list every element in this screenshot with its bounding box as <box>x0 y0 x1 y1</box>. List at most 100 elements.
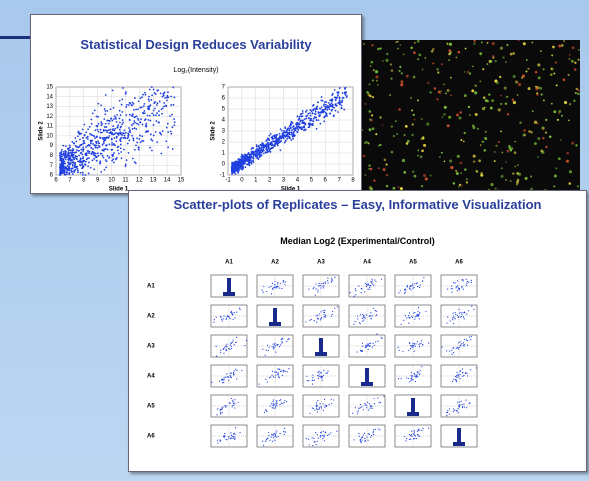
spot <box>384 158 387 161</box>
point <box>327 105 329 107</box>
point <box>242 166 244 168</box>
spot <box>378 167 380 169</box>
point <box>139 135 141 137</box>
mini-point <box>324 407 325 408</box>
mini-point <box>456 380 457 381</box>
x-tick-label: 7 <box>337 178 341 184</box>
mini-point <box>282 338 283 339</box>
spot <box>556 84 558 86</box>
point <box>338 102 340 104</box>
mini-point <box>327 371 328 372</box>
spot <box>472 66 474 68</box>
point <box>149 147 151 149</box>
point <box>81 161 83 163</box>
spot <box>496 82 499 85</box>
point <box>160 134 162 136</box>
point <box>75 141 77 143</box>
mini-point <box>442 346 443 347</box>
y-axis-label: Slide 2 <box>39 121 45 141</box>
point <box>128 134 130 136</box>
mini-point <box>370 285 371 286</box>
spot <box>395 120 397 122</box>
mini-point <box>355 294 356 295</box>
mini-point <box>319 313 320 314</box>
spot <box>413 76 416 79</box>
point <box>266 148 268 150</box>
mini-point <box>414 319 415 320</box>
spot <box>575 144 577 146</box>
point <box>65 153 67 155</box>
spot <box>517 94 519 96</box>
mini-point <box>457 285 458 286</box>
mini-point <box>428 428 429 429</box>
spot <box>371 114 373 116</box>
y-tick-label: 5 <box>222 107 226 113</box>
spot <box>473 155 476 158</box>
mini-point <box>268 432 269 433</box>
mini-point <box>456 381 457 382</box>
x-tick-label: 2 <box>268 178 272 184</box>
mini-point <box>412 379 413 380</box>
point <box>61 155 63 157</box>
mini-point <box>221 316 222 317</box>
point <box>87 145 89 147</box>
mini-point <box>224 405 225 406</box>
point <box>239 166 241 168</box>
mini-point <box>409 342 410 343</box>
mini-point <box>461 314 462 315</box>
mini-point <box>259 383 260 384</box>
point <box>268 138 270 140</box>
point <box>78 150 80 152</box>
mini-point <box>222 320 223 321</box>
mini-point <box>322 435 323 436</box>
spot <box>510 53 513 56</box>
y-tick-label: 8 <box>50 153 54 159</box>
mini-point <box>230 318 231 319</box>
spot <box>551 68 553 70</box>
point <box>172 148 174 150</box>
point <box>315 111 317 113</box>
mini-point <box>413 288 414 289</box>
point <box>132 137 134 139</box>
point <box>268 135 270 137</box>
mini-point <box>366 284 367 285</box>
mini-point <box>455 314 456 315</box>
point <box>80 157 82 159</box>
spot <box>391 125 393 127</box>
mini-point <box>460 316 461 317</box>
point <box>84 134 86 136</box>
point <box>135 144 137 146</box>
mini-point <box>403 320 404 321</box>
point <box>68 168 70 170</box>
point <box>61 169 63 171</box>
mini-point <box>225 439 226 440</box>
spot <box>413 51 416 54</box>
point <box>338 91 340 93</box>
mini-point <box>461 316 462 317</box>
mini-point <box>226 405 227 406</box>
spot <box>364 174 366 176</box>
point <box>73 143 75 145</box>
point <box>239 162 241 164</box>
mini-point <box>372 346 373 347</box>
point <box>93 158 95 160</box>
mini-point <box>457 315 458 316</box>
spot <box>530 176 532 178</box>
mini-point <box>377 340 378 341</box>
x-tick-label: 6 <box>54 178 58 184</box>
mini-point <box>317 434 318 435</box>
point <box>237 172 239 174</box>
spot <box>439 92 441 94</box>
mini-point <box>324 312 325 313</box>
spot <box>460 172 462 174</box>
point <box>106 137 108 139</box>
top-panel: Statistical Design Reduces Variability L… <box>30 14 362 194</box>
spot <box>490 107 493 110</box>
spot <box>525 177 528 180</box>
spot <box>417 149 419 151</box>
mini-point <box>453 348 454 349</box>
point <box>141 135 143 137</box>
mini-point <box>273 348 274 349</box>
spot <box>518 83 521 86</box>
point <box>331 102 333 104</box>
